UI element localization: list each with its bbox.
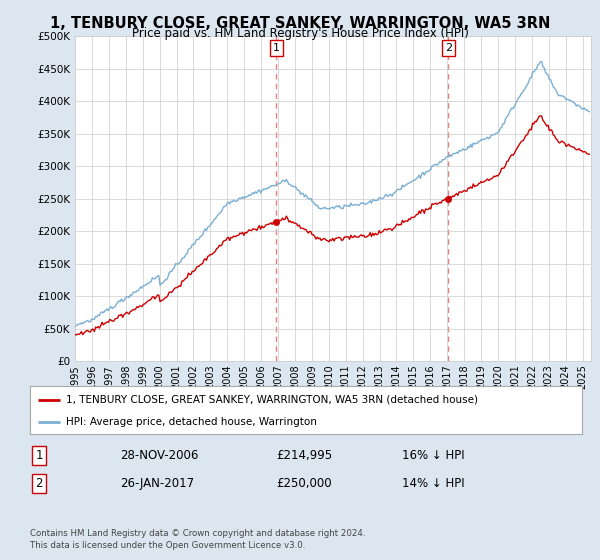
Text: 2: 2 [445,43,452,53]
Text: 1, TENBURY CLOSE, GREAT SANKEY, WARRINGTON, WA5 3RN: 1, TENBURY CLOSE, GREAT SANKEY, WARRINGT… [50,16,550,31]
Text: £250,000: £250,000 [276,477,332,490]
Text: 28-NOV-2006: 28-NOV-2006 [120,449,199,462]
Text: 1: 1 [273,43,280,53]
Text: 1: 1 [35,449,43,462]
Text: 1, TENBURY CLOSE, GREAT SANKEY, WARRINGTON, WA5 3RN (detached house): 1, TENBURY CLOSE, GREAT SANKEY, WARRINGT… [66,395,478,405]
Text: 14% ↓ HPI: 14% ↓ HPI [402,477,464,490]
Text: Contains HM Land Registry data © Crown copyright and database right 2024.
This d: Contains HM Land Registry data © Crown c… [30,529,365,550]
Text: Price paid vs. HM Land Registry's House Price Index (HPI): Price paid vs. HM Land Registry's House … [131,27,469,40]
Text: 26-JAN-2017: 26-JAN-2017 [120,477,194,490]
Text: £214,995: £214,995 [276,449,332,462]
Text: HPI: Average price, detached house, Warrington: HPI: Average price, detached house, Warr… [66,417,317,427]
Text: 16% ↓ HPI: 16% ↓ HPI [402,449,464,462]
Text: 2: 2 [35,477,43,490]
